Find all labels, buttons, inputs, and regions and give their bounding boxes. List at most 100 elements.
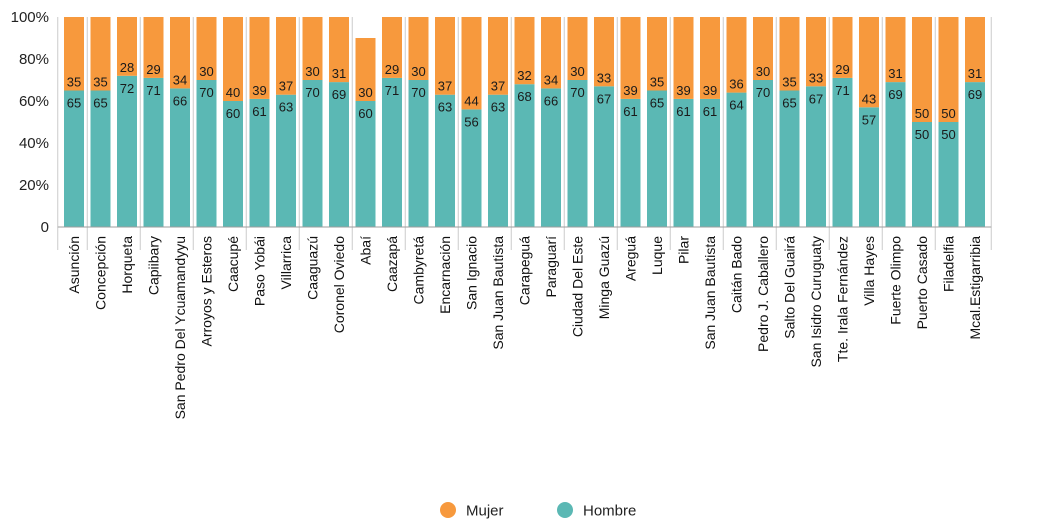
bar-mujer: [90, 17, 111, 91]
x-tick-label: Caacupé: [225, 236, 241, 292]
data-label-mujer: 31: [332, 66, 346, 81]
data-label-mujer: 29: [385, 62, 399, 77]
bar-mujer: [753, 17, 773, 80]
bar-mujer: [170, 17, 190, 89]
bar-hombre: [567, 80, 588, 227]
bar-mujer: [302, 17, 323, 80]
data-label-hombre: 72: [120, 81, 134, 96]
x-tick-label: Pilar: [676, 236, 692, 264]
data-label-mujer: 50: [915, 106, 929, 121]
x-tick-label: Concepción: [93, 236, 109, 310]
y-tick-label: 40%: [19, 135, 49, 152]
data-label-hombre: 60: [226, 106, 240, 121]
group-separators: [57, 17, 992, 250]
data-label-hombre: 50: [941, 127, 955, 142]
bar-hombre: [302, 80, 323, 227]
bar-mujer: [885, 17, 906, 83]
bar-hombre: [461, 109, 482, 227]
data-label-mujer: 36: [729, 77, 743, 92]
legend-hombre: Hombre: [557, 502, 636, 520]
data-label-mujer: 31: [968, 66, 982, 81]
bar-mujer: [832, 17, 853, 78]
bar-mujer: [620, 17, 641, 99]
x-tick-label: Paso Yobái: [252, 236, 268, 306]
data-label-hombre: 63: [438, 100, 452, 115]
x-tick-label: Capiibary: [146, 236, 162, 295]
bar-mujer: [276, 17, 296, 95]
bar-hombre: [329, 82, 349, 227]
data-label-hombre: 64: [729, 98, 743, 113]
bar-mujer: [355, 38, 376, 101]
bar-hombre: [620, 98, 641, 228]
x-tick-label: Pedro J. Caballero: [755, 236, 771, 352]
x-tick-label: Caazapá: [384, 236, 400, 292]
data-label-mujer: 29: [835, 62, 849, 77]
data-label-hombre: 67: [809, 91, 823, 106]
bars: [64, 17, 985, 228]
x-tick-label: Ciudad Del Este: [570, 236, 586, 337]
x-tick-label: Areguá: [623, 236, 639, 281]
bar-hombre: [64, 90, 84, 227]
bar-mujer: [859, 17, 879, 108]
x-tick-label: Salto Del Guairá: [782, 236, 798, 339]
y-axis: 0 20% 40% 60% 80% 100%: [11, 9, 49, 236]
data-label-hombre: 63: [279, 100, 293, 115]
x-tick-label: Encarnación: [437, 236, 453, 314]
bar-mujer: [912, 17, 932, 122]
bar-mujer: [408, 17, 429, 80]
bar-hombre: [726, 92, 747, 227]
bar-hombre: [143, 77, 164, 228]
bar-hombre: [355, 101, 376, 227]
data-label-hombre: 65: [650, 96, 664, 111]
data-label-mujer: 37: [438, 79, 452, 94]
legend: Mujer Hombre: [440, 502, 636, 520]
y-tick-label: 80%: [19, 51, 49, 68]
x-tick-label: Tte. Irala Fernández: [835, 236, 851, 362]
data-label-hombre: 66: [173, 93, 187, 108]
data-label-hombre: 65: [782, 96, 796, 111]
data-label-hombre: 61: [676, 104, 690, 119]
y-tick-label: 0: [41, 219, 49, 236]
data-label-hombre: 68: [517, 89, 531, 104]
x-tick-label: Minga Guazú: [596, 236, 612, 319]
data-label-mujer: 31: [888, 66, 902, 81]
bar-hombre: [700, 98, 720, 228]
x-tick-label: Coronel Oviedo: [331, 236, 347, 333]
bar-hombre: [938, 122, 959, 227]
bar-mujer: [329, 17, 349, 83]
data-label-mujer: 37: [491, 79, 505, 94]
data-label-mujer: 30: [756, 64, 770, 79]
bar-hombre: [435, 94, 455, 227]
data-label-mujer: 39: [623, 83, 637, 98]
x-tick-label: Luque: [649, 236, 665, 275]
x-tick-label: Caaguazú: [305, 236, 321, 300]
x-tick-label: Fuerte Olimpo: [888, 236, 904, 325]
x-tick-label: Arroyos y Esteros: [199, 236, 215, 346]
bar-hombre: [885, 82, 906, 227]
bar-mujer: [567, 17, 588, 80]
data-label-hombre: 56: [464, 114, 478, 129]
bar-mujer: [938, 17, 959, 122]
data-label-hombre: 67: [597, 91, 611, 106]
data-label-hombre: 71: [835, 83, 849, 98]
x-tick-label: San Juan Bautista: [702, 236, 718, 350]
bar-mujer: [700, 17, 720, 99]
data-label-hombre: 61: [623, 104, 637, 119]
bar-mujer: [594, 17, 614, 87]
data-label-mujer: 39: [703, 83, 717, 98]
bar-hombre: [647, 90, 667, 227]
data-label-mujer: 40: [226, 85, 240, 100]
bar-mujer: [117, 17, 137, 76]
legend-label: Hombre: [583, 503, 636, 520]
data-label-hombre: 65: [67, 96, 81, 111]
x-tick-label: Cambyretá: [411, 236, 427, 305]
bar-mujer: [806, 17, 826, 87]
data-label-mujer: 33: [809, 70, 823, 85]
x-tick-label: San Isidro Curuguaty: [808, 236, 824, 368]
bar-mujer: [382, 17, 402, 78]
bar-mujer: [965, 17, 985, 83]
data-label-mujer: 43: [862, 91, 876, 106]
bar-mujer: [435, 17, 455, 95]
bar-hombre: [859, 107, 879, 227]
